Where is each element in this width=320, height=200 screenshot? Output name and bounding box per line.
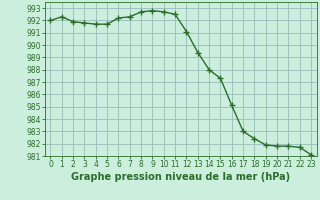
X-axis label: Graphe pression niveau de la mer (hPa): Graphe pression niveau de la mer (hPa) <box>71 172 290 182</box>
